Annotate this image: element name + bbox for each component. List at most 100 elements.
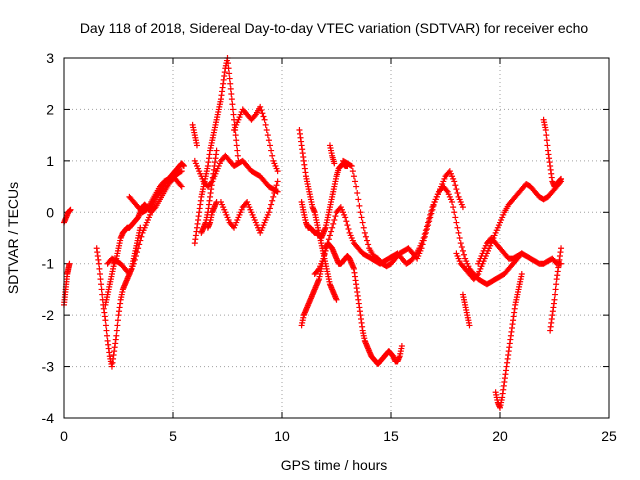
- gridlines: [64, 58, 609, 418]
- data-point-fill: [332, 213, 339, 220]
- series-trace-s: [475, 235, 565, 267]
- data-point: [274, 168, 281, 175]
- data-point-fill: [428, 210, 435, 217]
- series-trace-j: [231, 103, 281, 175]
- data-point-fill: [365, 241, 372, 248]
- data-point-fill: [134, 249, 141, 256]
- data-point-fill: [102, 322, 109, 329]
- x-tick-label: 15: [383, 428, 399, 444]
- series-trace-k: [198, 147, 220, 236]
- x-axis-label: GPS time / hours: [281, 457, 388, 473]
- data-point-fill: [321, 251, 328, 258]
- series-trace-b: [61, 260, 73, 308]
- data-point: [333, 296, 340, 303]
- data-point: [398, 343, 405, 349]
- y-tick-label: 0: [46, 204, 54, 220]
- data-point-fill: [96, 271, 103, 277]
- data-point-fill: [268, 147, 275, 154]
- data-point: [342, 214, 349, 221]
- data-point: [135, 245, 142, 252]
- data-point-fill: [267, 205, 274, 212]
- data-point-fill: [544, 142, 551, 149]
- data-point-fill: [322, 247, 329, 254]
- data-point-fill: [97, 276, 104, 283]
- data-point-fill: [553, 281, 560, 288]
- data-point: [418, 245, 425, 252]
- series-trace-n: [296, 127, 340, 303]
- series-trace-l: [204, 199, 220, 231]
- data-point: [348, 163, 355, 169]
- series-trace-v: [547, 245, 565, 334]
- series-trace-q: [340, 157, 525, 288]
- data-point-fill: [325, 236, 332, 243]
- data-point-fill: [452, 182, 459, 189]
- data-point-fill: [251, 112, 258, 119]
- series-trace-u: [540, 116, 565, 190]
- x-tick-label: 0: [60, 428, 68, 444]
- data-point-fill: [138, 233, 145, 240]
- data-point-fill: [543, 132, 550, 139]
- data-point-fill: [330, 220, 337, 227]
- data-point: [270, 193, 277, 200]
- data-point: [542, 127, 549, 133]
- data-point: [329, 224, 336, 231]
- series-trace-x: [326, 142, 338, 167]
- data-point: [180, 163, 187, 169]
- data-point-fill: [421, 233, 428, 240]
- data-point: [66, 260, 73, 267]
- data-point-fill: [230, 111, 237, 118]
- series-trace-t: [492, 271, 525, 411]
- data-point-fill: [229, 106, 236, 113]
- data-point-fill: [552, 291, 559, 298]
- data-point-fill: [326, 232, 333, 239]
- series-trace-e: [104, 168, 185, 277]
- data-point-fill: [552, 286, 559, 293]
- y-axis-label: SDTVAR / TECUs: [5, 182, 21, 294]
- data-point-fill: [354, 190, 361, 196]
- data-point-fill: [225, 60, 232, 67]
- data-point-fill: [269, 152, 276, 159]
- data-point-fill: [114, 317, 121, 324]
- data-point: [67, 206, 74, 213]
- data-point-fill: [151, 205, 158, 212]
- data-point-fill: [419, 241, 426, 248]
- data-point: [422, 229, 429, 236]
- data-point-fill: [136, 241, 143, 248]
- series-trace-y: [189, 121, 200, 149]
- data-point-fill: [131, 256, 138, 263]
- data-point-fill: [177, 168, 184, 175]
- data-point: [331, 160, 338, 167]
- data-point: [178, 168, 185, 175]
- data-point-fill: [113, 327, 120, 334]
- data-point-fill: [350, 173, 357, 180]
- data-point-fill: [453, 186, 460, 193]
- data-point-fill: [358, 214, 365, 221]
- y-tick-label: -4: [42, 410, 55, 426]
- data-point-fill: [328, 228, 335, 235]
- data-point: [102, 317, 109, 324]
- series-trace-a: [61, 206, 74, 226]
- data-point: [558, 175, 565, 182]
- data-point: [265, 137, 272, 144]
- data-point-fill: [349, 168, 356, 175]
- y-tick-label: -2: [42, 307, 55, 323]
- y-tick-label: 2: [46, 101, 54, 117]
- data-point-fill: [455, 229, 462, 236]
- series-trace-w: [459, 291, 473, 329]
- data-point-fill: [226, 70, 233, 77]
- data-point-fill: [273, 182, 280, 189]
- data-point-fill: [263, 127, 270, 133]
- plot-frame: [63, 57, 610, 419]
- data-point: [233, 137, 240, 144]
- data-point-fill: [331, 217, 338, 223]
- data-point-fill: [228, 91, 235, 97]
- data-point-fill: [99, 291, 106, 298]
- data-point-fill: [268, 201, 275, 208]
- data-point-fill: [267, 142, 274, 149]
- data-point: [320, 255, 327, 262]
- data-point: [558, 245, 565, 252]
- data-point-fill: [474, 272, 481, 279]
- data-point-fill: [443, 187, 450, 194]
- data-point-fill: [234, 152, 241, 159]
